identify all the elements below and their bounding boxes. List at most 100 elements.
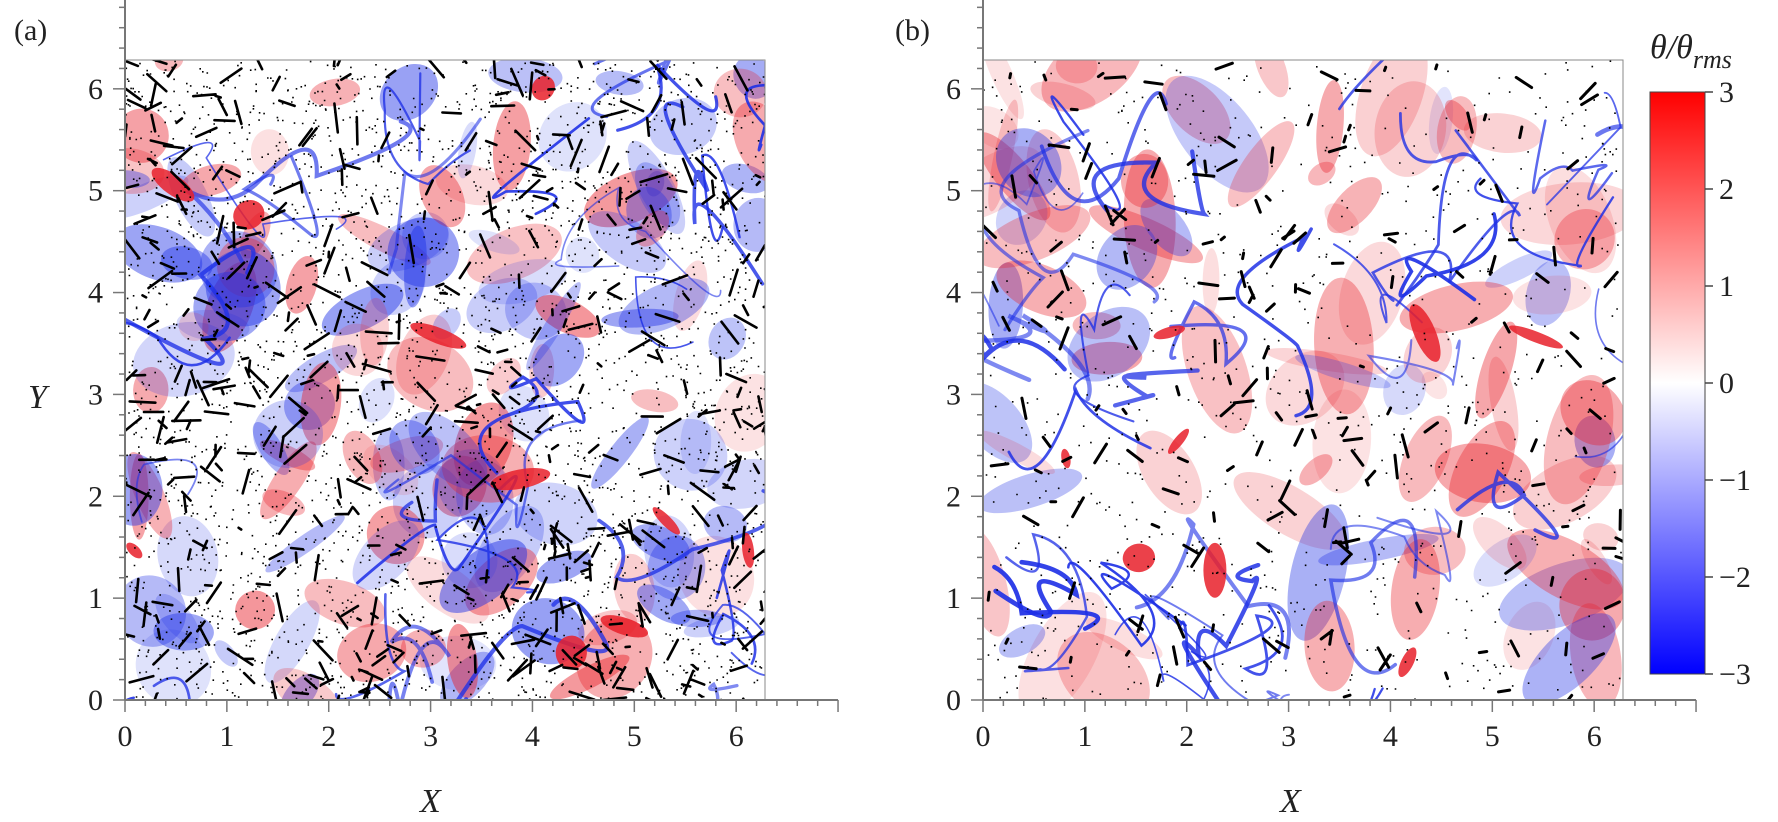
cold-patch xyxy=(1485,250,1553,288)
hot-core xyxy=(600,615,649,638)
colorbar-tick-label: 3 xyxy=(1719,76,1734,109)
x-tick-label: 6 xyxy=(729,720,744,753)
cold-front xyxy=(999,128,1160,304)
cold-patch xyxy=(265,515,345,573)
colorbar-tick-label: 0 xyxy=(1719,367,1734,400)
panel-a-label: (a) xyxy=(14,14,47,47)
cold-front xyxy=(491,117,591,216)
cold-front xyxy=(1398,212,1498,302)
warm-patch xyxy=(1583,523,1619,551)
cold-patch xyxy=(683,615,740,638)
cold-patch xyxy=(457,121,478,179)
colorbar-ticks: 3 2 1 0 −1 −2 −3 xyxy=(1705,76,1751,691)
x-tick-label: 3 xyxy=(1281,720,1296,753)
cold-front xyxy=(712,549,757,665)
warm-patch xyxy=(309,78,361,107)
warm-patch xyxy=(613,553,655,623)
warm-patch xyxy=(337,623,407,683)
hot-core xyxy=(1509,325,1563,349)
warm-patch xyxy=(1030,81,1096,110)
cold-front xyxy=(1333,243,1423,324)
warm-patch xyxy=(1421,371,1448,400)
cold-front xyxy=(1150,595,1281,700)
cold-patch xyxy=(372,428,405,501)
hot-core xyxy=(151,167,195,202)
warm-patch xyxy=(1554,208,1615,270)
cold-patch xyxy=(439,539,528,613)
warm-patch xyxy=(331,323,384,376)
cold-patch xyxy=(627,140,686,235)
warm-patch xyxy=(1312,389,1372,494)
plot-a-area xyxy=(124,59,766,701)
y-tick-label: 6 xyxy=(946,73,961,106)
warm-patch xyxy=(300,362,342,446)
axes-b: 0 1 2 3 4 5 6 0 1 2 3 4 5 6 xyxy=(946,0,1697,753)
warm-patch xyxy=(1448,420,1516,517)
x-tick-label: 3 xyxy=(423,720,438,753)
warm-patch xyxy=(529,343,555,398)
cold-front xyxy=(1039,91,1168,204)
x-tick-label: 1 xyxy=(219,720,234,753)
warm-patch xyxy=(1202,248,1220,315)
panel-a: (a) 0 1 2 3 4 5 6 0 1 2 3 4 5 6 Y X xyxy=(14,0,839,820)
cold-patch xyxy=(707,458,765,509)
cold-front xyxy=(125,696,135,700)
cold-front xyxy=(554,186,722,298)
x-tick-label: 1 xyxy=(1077,720,1092,753)
warm-patch xyxy=(1162,75,1231,144)
cold-front xyxy=(1455,469,1559,540)
x-tick-label: 0 xyxy=(976,720,991,753)
warm-patch xyxy=(1086,617,1163,660)
cold-front xyxy=(616,63,719,132)
warm-patch xyxy=(1580,538,1613,585)
warm-patch xyxy=(304,578,386,628)
x-tick-label: 5 xyxy=(627,720,642,753)
colorbar-title: θ/θrms xyxy=(1650,29,1732,74)
warm-patch xyxy=(1559,568,1623,641)
cold-patch xyxy=(626,186,672,239)
cold-patch xyxy=(703,505,748,543)
cold-front xyxy=(663,101,765,286)
hot-core xyxy=(1398,647,1417,678)
cold-patch xyxy=(637,584,691,625)
cold-front xyxy=(1134,517,1291,660)
cold-front xyxy=(1050,95,1121,211)
cold-patch xyxy=(466,277,538,334)
cold-front xyxy=(1112,368,1200,408)
cold-front xyxy=(744,83,765,152)
y-tick-label: 4 xyxy=(946,277,961,310)
cold-front xyxy=(1178,604,1284,676)
x-axis-label-b: X xyxy=(1278,783,1302,820)
warm-patch xyxy=(125,108,169,163)
x-tick-label: 2 xyxy=(1179,720,1194,753)
warm-patch xyxy=(262,489,306,516)
cold-patch xyxy=(983,381,1033,463)
warm-patch xyxy=(1136,430,1202,515)
cold-front xyxy=(1067,561,1187,648)
cold-patch xyxy=(402,212,449,260)
cold-front xyxy=(387,624,452,700)
cold-patch xyxy=(367,217,449,272)
y-tick-label: 4 xyxy=(88,277,103,310)
cold-patch xyxy=(358,377,395,423)
cold-patch xyxy=(1165,75,1269,193)
cold-patch xyxy=(1067,306,1151,382)
warm-patch xyxy=(1390,539,1441,640)
cold-patch xyxy=(1499,557,1623,631)
y-tick-label: 0 xyxy=(946,684,961,717)
cold-patch xyxy=(387,217,460,288)
warm-patch xyxy=(1374,81,1447,177)
cold-patch xyxy=(635,162,681,227)
cold-patch xyxy=(680,410,712,474)
cold-patch xyxy=(532,333,585,387)
warm-patch xyxy=(1089,205,1203,264)
warm-patch xyxy=(387,336,474,412)
warm-patch xyxy=(235,590,276,630)
cold-patch xyxy=(1473,534,1537,587)
warm-patch xyxy=(1071,341,1143,375)
warm-patch xyxy=(370,435,444,473)
cold-front xyxy=(1574,288,1623,459)
x-tick-label: 2 xyxy=(321,720,336,753)
cold-patch xyxy=(1574,415,1616,468)
cold-front xyxy=(1169,299,1248,368)
